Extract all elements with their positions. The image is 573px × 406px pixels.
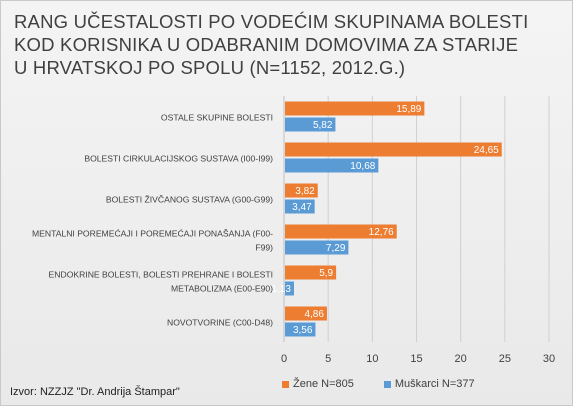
- legend-label-zene: Žene N=805: [293, 378, 354, 390]
- category-label: BOLESTI ŽIVČANOG SUSTAVA (G00-G99): [106, 195, 273, 205]
- bar-muskarci: [285, 117, 336, 132]
- x-tick-label: 25: [499, 353, 511, 365]
- category-label: OSTALE SKUPINE BOLESTI: [161, 113, 273, 123]
- chart-title: RANG UČESTALOSTI PO VODEĆIM SKUPINAMA BO…: [14, 11, 529, 78]
- legend-swatch-zene: [282, 380, 289, 388]
- category-label: BOLESTI CIRKULACIJSKOG SUSTAVA (I00-I99): [84, 154, 273, 164]
- data-label: 5,82: [313, 120, 333, 131]
- data-label: 5,9: [319, 268, 333, 279]
- data-label: 10,68: [350, 161, 375, 172]
- data-label: 4,86: [304, 309, 324, 320]
- x-tick-label: 30: [543, 353, 555, 365]
- data-label: 1,13: [272, 284, 292, 295]
- category-label: METABOLIZMA (E00-E90): [171, 284, 273, 294]
- x-tick-label: 20: [455, 353, 467, 365]
- category-label: ENDOKRINE BOLESTI, BOLESTI PREHRANE I BO…: [49, 270, 273, 280]
- data-label: 24,65: [474, 145, 499, 156]
- legend-label-muskarci: Muškarci N=377: [394, 378, 475, 390]
- category-label: MENTALNI POREMEĆAJI I POREMEĆAJI PONAŠAN…: [32, 229, 273, 239]
- bar-zene: [285, 101, 425, 116]
- bar-zene: [285, 183, 318, 198]
- bar-zene: [285, 142, 502, 157]
- legend-swatch-muskarci: [383, 380, 391, 388]
- bar-muskarci: [285, 281, 294, 296]
- data-label: 3,47: [292, 202, 312, 213]
- bar-muskarci: [285, 240, 349, 255]
- category-label: NOVOTVORINE (C00-D48): [167, 318, 273, 328]
- x-tick-label: 5: [325, 353, 331, 365]
- data-label: 7,29: [326, 243, 346, 254]
- data-label: 15,89: [396, 104, 421, 115]
- bar-muskarci: [285, 158, 379, 173]
- legend-item-zene: Žene N=805: [282, 378, 354, 390]
- category-label: F99): [255, 243, 273, 253]
- chart-legend: Žene N=805 Muškarci N=377: [282, 378, 475, 390]
- data-label: 3,56: [293, 325, 313, 336]
- x-tick-label: 15: [410, 353, 422, 365]
- x-tick-label: 0: [281, 353, 287, 365]
- data-label: 3,82: [295, 186, 315, 197]
- data-label: 12,76: [369, 227, 394, 238]
- source-note: Izvor: NZZJZ "Dr. Andrija Štampar": [10, 386, 180, 398]
- bar-zene: [285, 306, 327, 321]
- bar-zene: [285, 224, 397, 239]
- x-tick-label: 10: [366, 353, 378, 365]
- legend-item-muskarci: Muškarci N=377: [383, 378, 475, 390]
- bar-zene: [285, 265, 337, 280]
- bar-muskarci: [285, 322, 316, 337]
- bar-muskarci: [285, 199, 315, 214]
